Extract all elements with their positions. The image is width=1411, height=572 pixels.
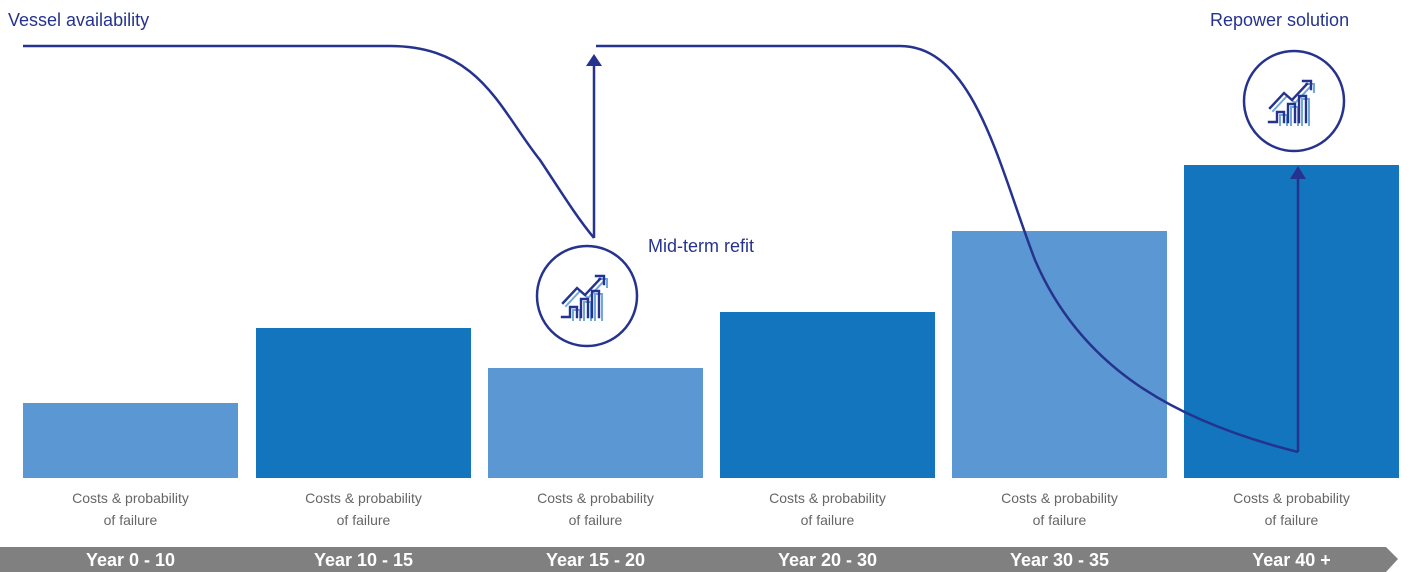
bar-caption-0: Costs & probability of failure	[23, 487, 238, 531]
year-label-5: Year 40 +	[1252, 550, 1331, 570]
caption-line-2: of failure	[800, 512, 855, 528]
caption-line-2: of failure	[1032, 512, 1087, 528]
caption-line-1: Costs & probability	[1001, 490, 1118, 506]
caption-line-1: Costs & probability	[537, 490, 654, 506]
caption-line-1: Costs & probability	[769, 490, 886, 506]
caption-line-2: of failure	[1264, 512, 1319, 528]
year-label-3: Year 20 - 30	[777, 550, 878, 570]
cost-bar-1	[256, 328, 471, 478]
vessel-availability-label: Vessel availability	[8, 10, 150, 30]
refit-arrowhead	[586, 54, 602, 66]
caption-line-2: of failure	[568, 512, 623, 528]
bar-caption-5: Costs & probability of failure	[1184, 487, 1399, 531]
bar-caption-2: Costs & probability of failure	[488, 487, 703, 531]
cost-bar-0	[23, 403, 238, 478]
availability-curve-segment-1	[23, 44, 595, 239]
caption-line-1: Costs & probability	[1233, 490, 1350, 506]
availability-curve-segment-2	[596, 44, 1299, 454]
bar-caption-3: Costs & probability of failure	[720, 487, 935, 531]
cost-bar-5	[1184, 165, 1399, 478]
year-label-2: Year 15 - 20	[545, 550, 646, 570]
repower-arrowhead	[1290, 166, 1306, 179]
bar-caption-1: Costs & probability of failure	[256, 487, 471, 531]
caption-line-2: of failure	[103, 512, 158, 528]
year-label-0: Year 0 - 10	[85, 550, 176, 570]
cost-bar-4	[952, 231, 1167, 478]
repower-solution-label: Repower solution	[1210, 10, 1350, 30]
bar-caption-4: Costs & probability of failure	[952, 487, 1167, 531]
caption-line-1: Costs & probability	[305, 490, 422, 506]
mid-refit-growth-icon	[535, 244, 639, 348]
timeline-strip	[0, 547, 1398, 572]
cost-bar-3	[720, 312, 935, 478]
repower-growth-icon	[1242, 49, 1346, 153]
year-label-1: Year 10 - 15	[313, 550, 414, 570]
cost-bar-2	[488, 368, 703, 478]
mid-term-refit-label: Mid-term refit	[648, 236, 755, 256]
year-label-4: Year 30 - 35	[1009, 550, 1110, 570]
caption-line-1: Costs & probability	[72, 490, 189, 506]
caption-line-2: of failure	[336, 512, 391, 528]
